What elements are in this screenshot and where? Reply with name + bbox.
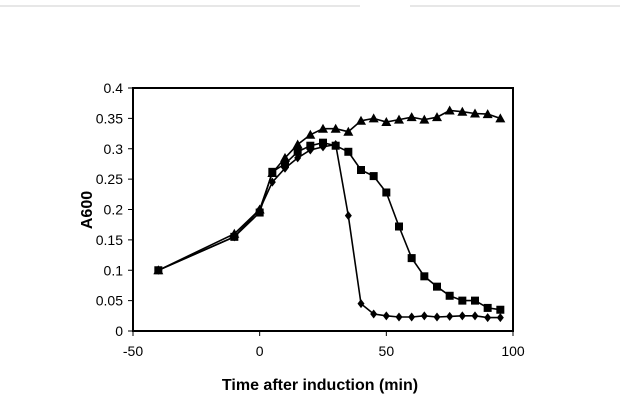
data-point-triangle: [330, 123, 341, 133]
data-point-square: [471, 296, 479, 305]
y-axis: 0 0.05 0.1 0.15 0.2 0.25 0.3 0.35 0.4: [96, 80, 133, 339]
data-point-diamond: [370, 309, 378, 319]
data-point-triangle: [432, 112, 442, 122]
data-point-diamond: [230, 232, 238, 242]
data-point-square: [369, 172, 378, 181]
data-point-diamond: [496, 313, 504, 323]
y-tick-label: 0.3: [104, 141, 124, 157]
data-point-triangle: [381, 117, 392, 127]
data-point-triangle: [318, 123, 328, 133]
y-axis-title: A600: [79, 191, 96, 229]
data-point-square: [445, 291, 454, 300]
data-point-diamond: [382, 311, 390, 321]
y-tick-label: 0.2: [104, 202, 124, 218]
data-point-diamond: [471, 311, 479, 321]
data-point-diamond: [408, 312, 416, 322]
data-point-square: [433, 282, 441, 291]
data-point-square: [420, 272, 429, 281]
series-line-square: [157, 141, 501, 311]
data-point-triangle: [368, 113, 379, 123]
data-point-square: [293, 147, 302, 156]
data-point-diamond: [458, 311, 466, 321]
y-tick-label: 0.1: [104, 262, 124, 278]
data-point-diamond: [484, 313, 492, 323]
data-point-triangle: [305, 129, 316, 139]
data-point-triangle: [470, 108, 480, 118]
data-point-triangle: [356, 115, 366, 125]
data-point-square: [382, 188, 391, 197]
data-point-triangle: [280, 152, 290, 162]
data-point-diamond: [357, 299, 365, 309]
series-diamond: [154, 139, 504, 323]
data-point-square: [458, 296, 467, 305]
data-point-diamond: [306, 145, 314, 155]
x-tick-label: 0: [256, 343, 264, 359]
x-tick-label: -50: [123, 343, 143, 359]
x-axis-title: Time after induction (min): [222, 377, 418, 394]
data-point-diamond: [319, 142, 327, 152]
y-tick-label: 0.35: [96, 110, 123, 126]
data-point-triangle: [292, 139, 303, 149]
data-point-diamond: [344, 211, 352, 221]
data-point-diamond: [256, 205, 264, 214]
data-point-diamond: [420, 311, 428, 321]
y-tick-label: 0.25: [96, 171, 123, 187]
data-point-diamond: [446, 311, 454, 321]
data-point-triangle: [457, 106, 468, 116]
data-point-triangle: [419, 114, 430, 124]
data-point-square: [407, 254, 416, 263]
data-point-triangle: [444, 105, 455, 115]
series-line-triangle: [157, 109, 501, 272]
data-point-square: [344, 147, 353, 156]
data-point-diamond: [281, 163, 289, 173]
data-point-square: [483, 303, 492, 312]
data-point-diamond: [332, 139, 340, 149]
data-point-square: [357, 166, 365, 175]
y-tick-label: 0.15: [96, 232, 123, 248]
data-point-square: [496, 305, 505, 314]
y-tick-label: 0: [115, 323, 123, 339]
series-square: [154, 138, 505, 314]
data-point-diamond: [294, 153, 302, 163]
data-point-triangle: [482, 109, 493, 119]
series-layer: [153, 105, 506, 323]
data-point-square: [395, 222, 403, 231]
x-tick-label: 50: [379, 343, 395, 359]
data-point-triangle: [495, 113, 506, 123]
data-point-diamond: [395, 312, 403, 322]
data-point-diamond: [433, 312, 441, 322]
data-point-diamond: [268, 177, 276, 187]
x-tick-label: 100: [501, 343, 525, 359]
y-tick-label: 0.4: [104, 80, 124, 96]
data-point-triangle: [343, 126, 354, 136]
series-line-diamond: [157, 143, 501, 319]
data-point-triangle: [406, 112, 417, 122]
x-axis: -50 0 50 100: [123, 331, 525, 359]
data-point-triangle: [394, 114, 404, 124]
data-point-square: [268, 167, 277, 176]
y-tick-label: 0.05: [96, 293, 123, 309]
data-point-diamond: [154, 265, 162, 275]
